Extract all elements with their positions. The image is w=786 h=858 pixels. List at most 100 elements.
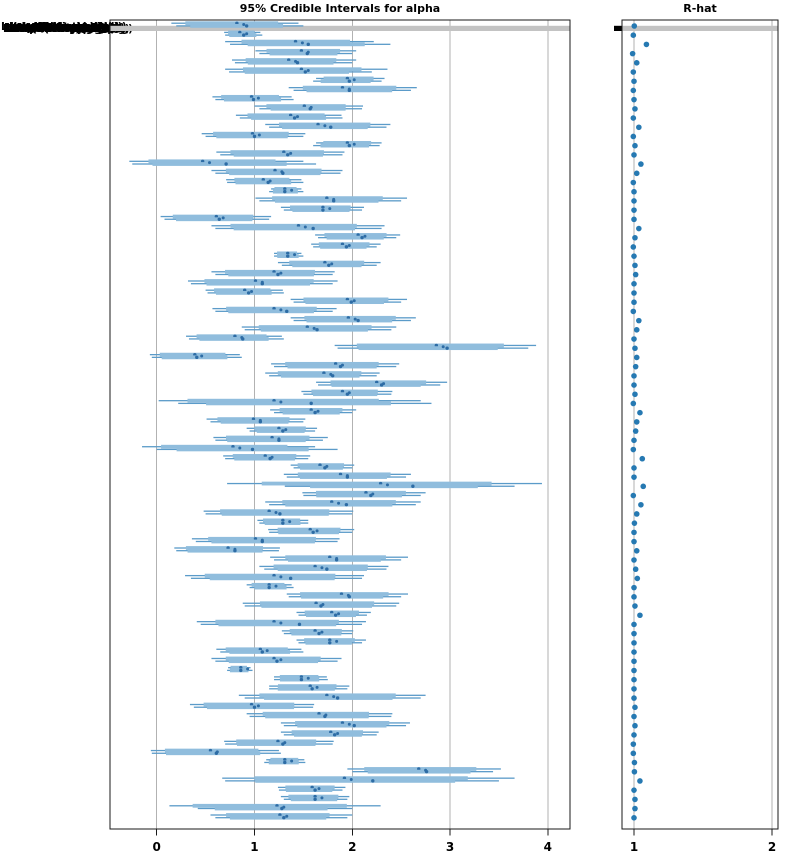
median-dot [317, 631, 321, 636]
ci-50-band [285, 555, 386, 560]
median-dot [385, 483, 389, 487]
ci-50-band [289, 260, 365, 265]
ci-50-band [220, 419, 289, 424]
ci-50-band [278, 530, 339, 535]
rhat-dot [630, 244, 637, 250]
median-dot [274, 510, 278, 514]
rhat-dot [631, 584, 637, 591]
median-dot [268, 179, 272, 183]
median-dot [303, 70, 308, 74]
median-dot [296, 115, 300, 119]
ci-50-band [218, 622, 337, 627]
ci-50-band [279, 674, 319, 679]
ci-50-band [187, 548, 263, 553]
ci-50-band [310, 484, 478, 489]
rhat-dot [631, 538, 637, 545]
ci-50-band [261, 604, 373, 608]
rhat-dot [632, 566, 639, 573]
median-dot [208, 161, 212, 165]
median-dot [310, 687, 314, 691]
rhat-dot [630, 446, 637, 453]
rhat-dot [630, 32, 637, 39]
median-dot [441, 345, 445, 349]
median-dot [333, 613, 338, 617]
rhat-dot [632, 805, 638, 812]
ci-50-band [247, 42, 365, 47]
median-dot [349, 300, 353, 304]
forest-plot-title: 95% Credible Intervals for alpha [239, 2, 441, 15]
median-dot [352, 299, 356, 303]
median-dot [306, 50, 310, 54]
rhat-dot [631, 621, 637, 628]
ci-50-band [187, 398, 379, 403]
ci-50-band [265, 714, 369, 719]
median-dot [278, 512, 282, 516]
median-dot [275, 659, 279, 663]
rhat-dot [630, 750, 637, 757]
rhat-dot [630, 115, 637, 121]
median-dot [313, 410, 317, 415]
ci-50-band [229, 815, 327, 820]
ci-50-band [199, 337, 269, 341]
y-axis-overlapping-labels: Lakog(Dbattwl,pWgqb) Laloyb(Ntirsvya,Mgg)… [1, 21, 133, 39]
median-dot [200, 354, 204, 358]
ci-50-band [297, 723, 387, 728]
ci-50-band [215, 619, 339, 624]
median-dot [411, 484, 415, 488]
ci-50-band [264, 696, 393, 700]
median-dot [279, 400, 283, 404]
median-dot [242, 23, 246, 26]
ci-50-band [297, 472, 391, 477]
median-dot [250, 290, 254, 294]
ci-50-band [301, 594, 384, 599]
median-dot [245, 32, 249, 36]
median-dot [251, 97, 256, 102]
ci-50-band [288, 794, 339, 799]
median-dot [329, 372, 333, 376]
median-dot [238, 446, 242, 450]
ci-50-band [288, 558, 381, 562]
ci-50-band [176, 447, 309, 452]
ci-50-band [300, 592, 389, 596]
median-dot [294, 59, 298, 63]
rhat-dot [632, 722, 638, 729]
ci-50-band [228, 272, 314, 277]
median-dot [277, 437, 281, 441]
ci-50-band [285, 361, 379, 366]
ci-50-band [236, 742, 316, 746]
median-dot [325, 567, 329, 571]
ci-50-band [331, 383, 421, 387]
rhat-dot [636, 225, 642, 232]
median-dot [328, 207, 332, 211]
rhat-dot [631, 280, 637, 287]
median-dot [321, 603, 325, 607]
rhat-dot [631, 23, 638, 29]
rhat-dot [638, 501, 644, 508]
ci-50-band [313, 392, 378, 397]
rhat-dot [631, 78, 637, 85]
rhat-dot [631, 520, 638, 526]
median-dot [311, 530, 315, 534]
ci-50-band [203, 702, 295, 707]
rhat-dot [631, 290, 637, 296]
ci-50-band [230, 150, 324, 154]
ci-50-band [228, 309, 314, 314]
rhat-dot [631, 640, 637, 646]
rhat-dot [631, 474, 637, 480]
ci-50-band [255, 778, 456, 783]
rhat-dot [631, 336, 637, 342]
ci-50-band [285, 788, 333, 792]
rhat-dot [633, 327, 640, 333]
ci-50-band [234, 456, 295, 461]
rhat-dot [632, 603, 638, 609]
rhat-dot [633, 60, 640, 66]
ci-50-band [358, 346, 498, 351]
rhat-dot [631, 695, 637, 701]
rhat-dot [631, 253, 637, 259]
median-dot [285, 814, 289, 818]
rhat-dot [631, 686, 637, 692]
median-dot [288, 576, 293, 581]
median-dot [321, 208, 325, 212]
ci-50-band [292, 208, 350, 212]
rhat-dot [634, 575, 641, 582]
